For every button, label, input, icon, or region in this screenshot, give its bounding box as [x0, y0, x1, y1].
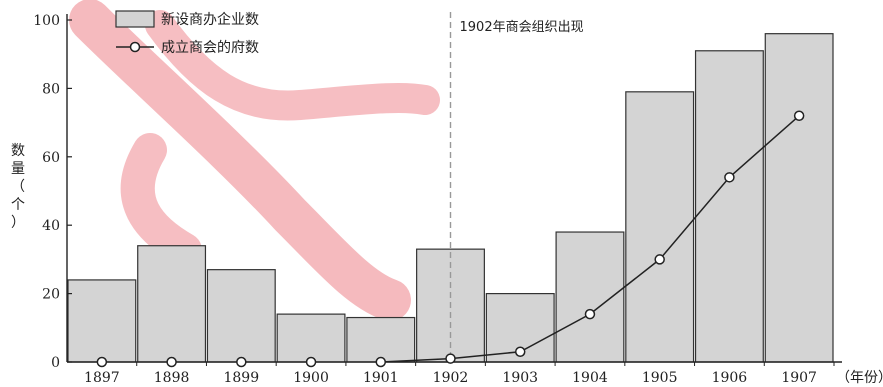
- watermark: [69, 0, 440, 321]
- y-tick-label: 20: [42, 287, 60, 303]
- x-tick-label: 1898: [154, 370, 190, 386]
- bar: [276, 313, 346, 363]
- line-point: [166, 356, 177, 368]
- bar: [625, 91, 695, 363]
- annotation-group: 1902年商会组织出现: [449, 12, 584, 362]
- bar: [694, 50, 764, 363]
- line-point: [724, 172, 735, 183]
- line-point: [514, 346, 526, 357]
- y-tick-label: 80: [42, 81, 60, 97]
- watermark-stroke: [69, 0, 411, 321]
- line-point: [445, 353, 456, 364]
- line-point: [96, 356, 108, 368]
- watermark-stroke: [120, 133, 202, 267]
- y-axis-title: 数量（个）: [11, 143, 25, 231]
- x-tick-label: 1902: [433, 370, 469, 386]
- x-tick-label: 1904: [572, 370, 608, 386]
- x-tick-label: 1905: [642, 370, 678, 386]
- line-point: [305, 356, 317, 368]
- bar: [555, 231, 625, 363]
- x-tick-label: 1906: [712, 370, 748, 386]
- axes-group: 0 20 40 60 80 100 1897 1898 1899 1900 1901 1902 1903…: [33, 13, 842, 386]
- x-tick-label: 1900: [293, 370, 329, 386]
- line-point: [654, 254, 665, 265]
- y-tick-label: 40: [42, 218, 60, 234]
- line-point: [584, 308, 596, 320]
- y-tick-label: 100: [33, 13, 60, 29]
- bar: [206, 269, 276, 363]
- legend: 新设商办企业数 成立商会的府数: [115, 10, 259, 56]
- x-tick-label: 1907: [781, 370, 817, 386]
- y-tick-label: 0: [51, 355, 60, 371]
- line-series-group: [96, 110, 805, 368]
- y-tick-label: 60: [42, 150, 60, 166]
- watermark-stroke: [145, 10, 440, 121]
- x-tick-label: 1903: [502, 370, 538, 386]
- bar: [346, 316, 416, 363]
- line-point: [793, 110, 805, 122]
- line-point: [375, 356, 387, 368]
- legend-bar-swatch: [115, 10, 155, 28]
- bars-group: [67, 33, 834, 363]
- x-axis-title: （年份）: [836, 370, 883, 386]
- bar: [137, 245, 207, 363]
- annotation-label: 1902年商会组织出现: [460, 20, 584, 35]
- legend-line-marker: [129, 41, 141, 53]
- x-tick-label: 1899: [223, 370, 259, 386]
- bar: [67, 279, 137, 363]
- legend-line-label: 成立商会的府数: [161, 40, 259, 56]
- line-point: [236, 356, 247, 368]
- x-tick-label: 1901: [363, 370, 399, 386]
- x-tick-label: 1897: [84, 370, 120, 386]
- bar: [764, 33, 834, 363]
- legend-bar-label: 新设商办企业数: [161, 11, 259, 28]
